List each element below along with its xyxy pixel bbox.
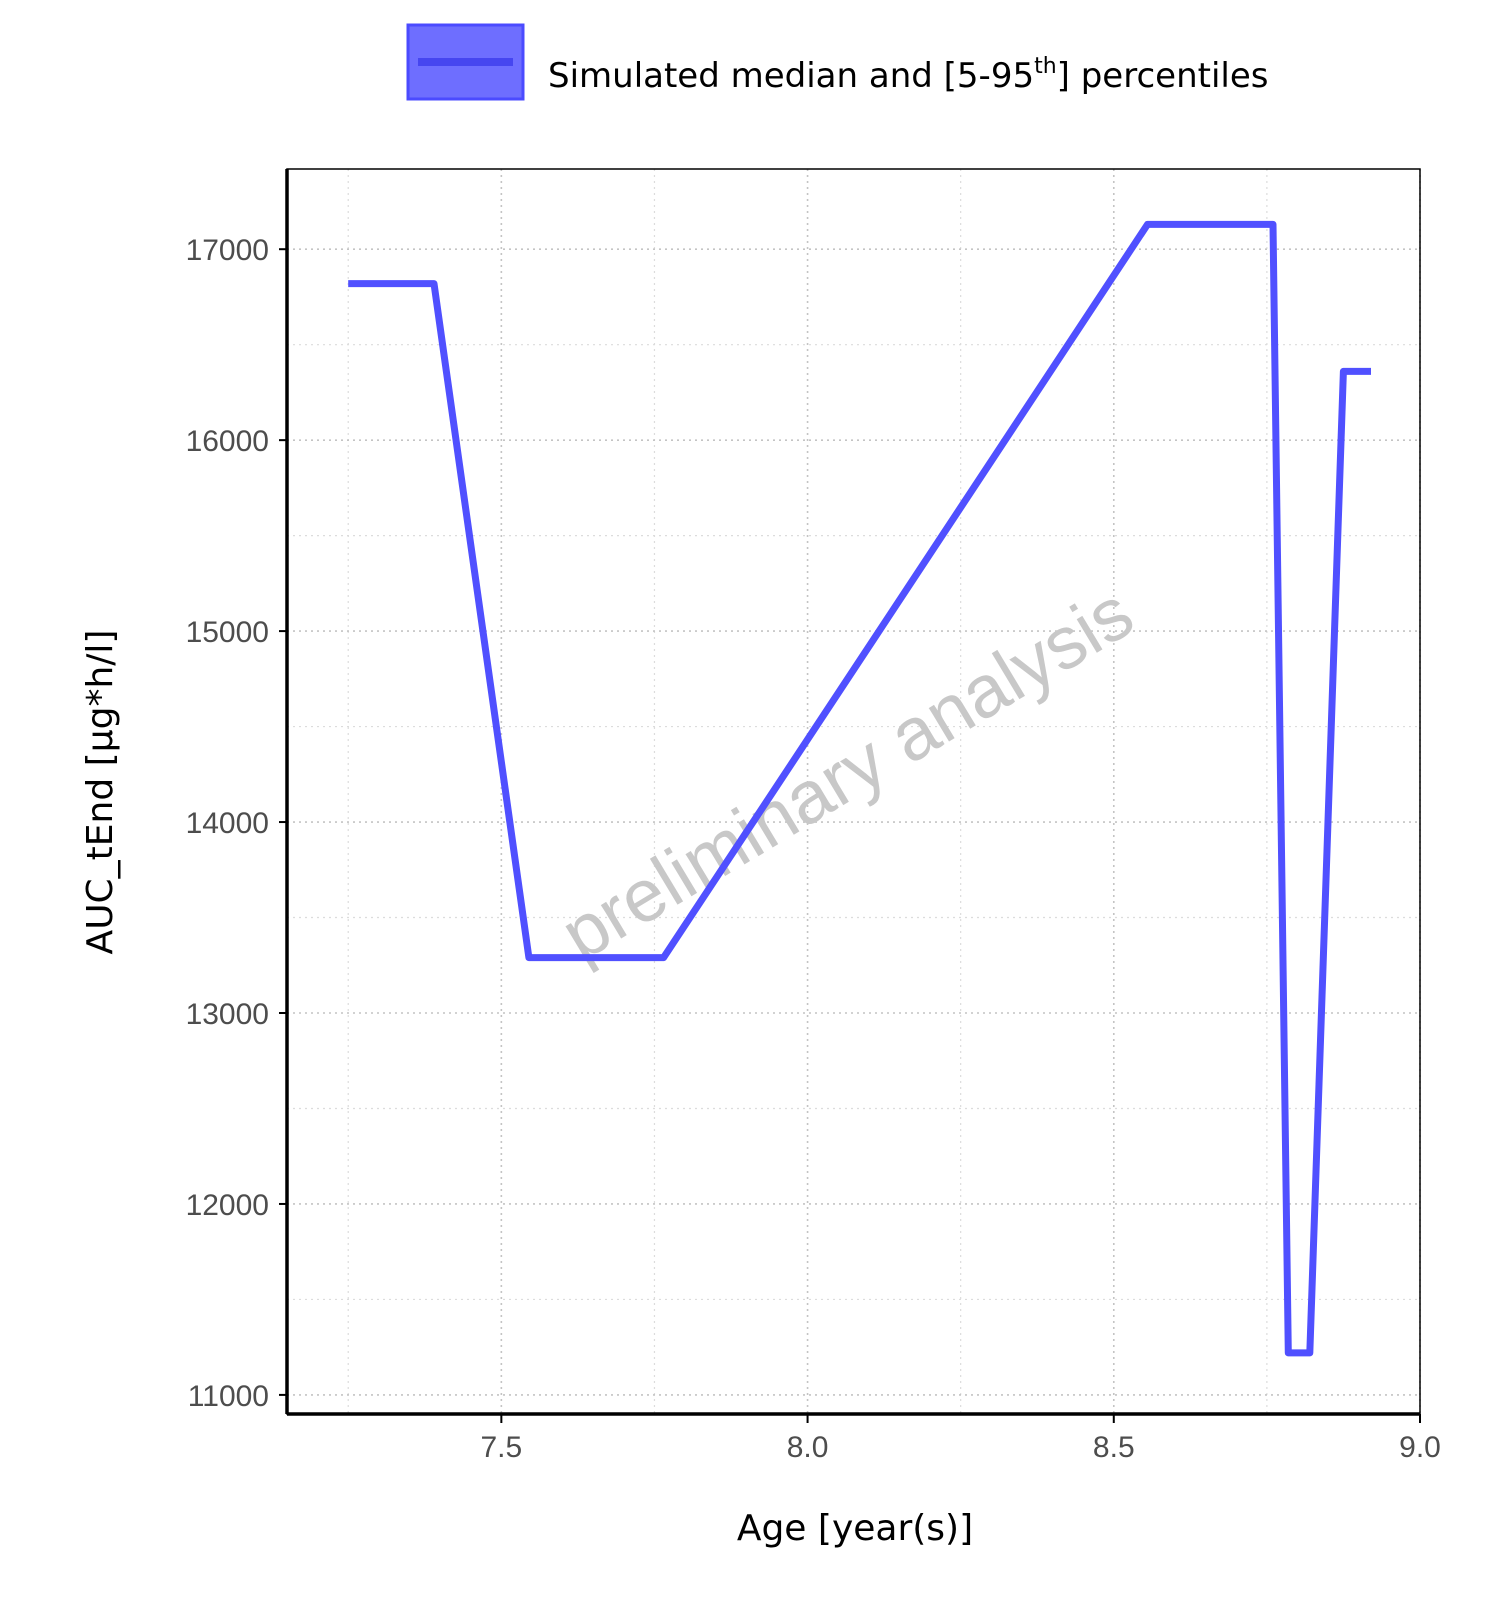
legend: Simulated median and [5-95th] percentile… (406, 23, 1268, 101)
legend-label-main: Simulated median and [5-95 (548, 56, 1034, 96)
axis-ticks (279, 248, 1421, 1423)
y-tick-label: 13000 (186, 998, 269, 1031)
legend-label: Simulated median and [5-95th] percentile… (548, 54, 1268, 96)
y-tick-label: 11000 (188, 1380, 269, 1413)
y-tick-label: 17000 (186, 234, 269, 267)
y-axis-title: AUC_tEnd [µg*h/l] (80, 630, 121, 955)
y-tick-label: 15000 (186, 616, 269, 649)
x-tick-labels: 7.5 8.0 8.5 9.0 (480, 1431, 1440, 1464)
x-axis-title: Age [year(s)] (737, 1508, 973, 1549)
legend-label-sup: th (1034, 54, 1057, 79)
series-group (348, 220, 1371, 1357)
x-tick-label: 7.5 (480, 1431, 522, 1464)
x-tick-label: 9.0 (1399, 1431, 1441, 1464)
x-tick-label: 8.5 (1093, 1431, 1135, 1464)
series-line (348, 220, 1371, 1357)
y-tick-label: 16000 (186, 425, 269, 458)
y-tick-labels: 11000 12000 13000 14000 15000 16000 17000 (186, 234, 269, 1413)
y-tick-label: 14000 (186, 807, 269, 840)
x-tick-label: 8.0 (787, 1431, 829, 1464)
legend-label-end: ] percentiles (1057, 56, 1269, 96)
y-tick-label: 12000 (186, 1189, 269, 1222)
